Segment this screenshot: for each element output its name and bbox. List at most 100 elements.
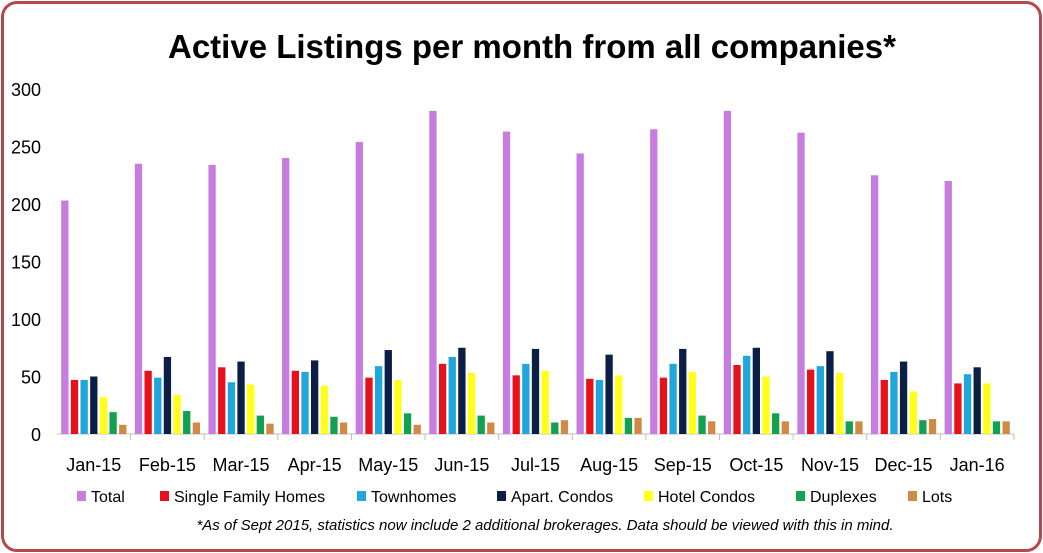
bar-duplexes [403, 413, 412, 434]
chart-footnote: *As of Sept 2015, statistics now include… [196, 517, 893, 534]
bar-single-family-homes [512, 375, 520, 434]
bar-townhomes [154, 377, 162, 434]
bar-total [429, 110, 437, 434]
bar-total [576, 153, 584, 434]
bar-lots [928, 419, 937, 434]
bar-townhomes [669, 363, 677, 434]
bar-townhomes [522, 363, 530, 434]
y-tick-label: 200 [11, 195, 41, 215]
x-tick-label: May-15 [358, 455, 418, 475]
bar-single-family-homes [880, 379, 888, 434]
bar-townhomes [374, 366, 383, 434]
bar-single-family-homes [144, 370, 152, 434]
y-tick-label: 150 [11, 253, 41, 273]
axes: 0 50 100 150 200 250 300 Jan-15 Feb-15 Mar-15 Apr-… [11, 80, 1015, 475]
bar-duplexes [698, 415, 706, 434]
bar-duplexes [992, 421, 1001, 434]
y-tick-label: 50 [21, 368, 41, 388]
bar-lots [781, 421, 789, 434]
bar-hotel-condos [467, 373, 476, 434]
bar-duplexes [771, 413, 780, 434]
bar-townhomes [448, 356, 456, 434]
legend-swatch [796, 491, 805, 501]
bar-total [870, 175, 879, 434]
bar-townhomes [301, 371, 309, 434]
bar-single-family-homes [218, 367, 226, 434]
legend-swatch [497, 491, 506, 501]
bar-total [208, 164, 216, 434]
bar-total [134, 163, 143, 434]
bar-total [282, 158, 290, 434]
bar-apart-condos [605, 354, 613, 434]
bar-duplexes [845, 421, 853, 434]
legend-label: Duplexes [810, 489, 877, 506]
x-tick-label: Oct-15 [729, 455, 783, 475]
bar-lots [560, 420, 569, 434]
bar-single-family-homes [733, 365, 741, 434]
bar-townhomes [743, 355, 751, 434]
bar-lots [708, 421, 716, 434]
legend-swatch [644, 491, 653, 501]
bar-townhomes [890, 371, 898, 434]
x-tick-label: Jun-15 [434, 455, 489, 475]
bar-apart-condos [531, 348, 540, 434]
bar-lots [413, 424, 421, 434]
legend-label: Hotel Condos [658, 489, 755, 506]
bar-lots [487, 422, 495, 434]
bar-hotel-condos [247, 384, 255, 434]
x-tick-label: Jul-15 [511, 455, 560, 475]
y-tick-label: 0 [31, 425, 41, 445]
bar-lots [192, 422, 201, 434]
legend-label: Single Family Homes [174, 489, 325, 506]
bar-townhomes [595, 379, 604, 434]
bar-total [502, 131, 511, 435]
bar-townhomes [963, 374, 972, 434]
x-tick-label: Sep-15 [654, 455, 712, 475]
bar-apart-condos [311, 360, 319, 434]
legend-swatch [77, 491, 86, 501]
bar-hotel-condos [688, 371, 697, 434]
y-tick-label: 300 [11, 80, 41, 100]
bar-total [723, 110, 732, 434]
bar-hotel-condos [99, 397, 108, 434]
bar-apart-condos [384, 350, 392, 434]
bar-chart: Active Listings per month from all compa… [11, 28, 1015, 534]
bar-single-family-homes [291, 370, 300, 434]
bar-lots [339, 422, 348, 434]
bar-single-family-homes [438, 363, 447, 434]
bars [61, 110, 1010, 435]
bar-hotel-condos [983, 383, 991, 434]
bar-hotel-condos [762, 376, 770, 434]
bar-total [797, 132, 805, 434]
y-tick-label: 100 [11, 310, 41, 330]
bar-duplexes [919, 420, 927, 434]
bar-apart-condos [752, 347, 760, 434]
bar-apart-condos [458, 347, 466, 434]
x-tick-label: Dec-15 [875, 455, 933, 475]
y-tick-label: 250 [11, 138, 41, 158]
bar-total [650, 129, 658, 434]
bar-hotel-condos [909, 391, 917, 434]
bar-total [61, 200, 69, 434]
bar-hotel-condos [835, 373, 844, 434]
legend-label: Total [91, 489, 125, 506]
bar-single-family-homes [807, 369, 815, 434]
legend-swatch [357, 491, 366, 501]
bar-duplexes [477, 415, 485, 434]
bar-duplexes [109, 412, 117, 434]
legend: Total Single Family Homes Townhomes Apart. … [77, 489, 952, 506]
bar-apart-condos [973, 367, 981, 434]
bar-duplexes [256, 415, 264, 434]
chart-title: Active Listings per month from all compa… [168, 28, 896, 65]
bar-apart-condos [163, 356, 172, 434]
bar-apart-condos [679, 348, 687, 434]
bar-hotel-condos [541, 370, 549, 434]
bar-hotel-condos [394, 379, 402, 434]
bar-lots [855, 421, 863, 434]
x-tick-label: Jan-16 [950, 455, 1005, 475]
x-tick-label: Feb-15 [139, 455, 196, 475]
bar-single-family-homes [954, 383, 962, 434]
bar-lots [634, 417, 642, 434]
bar-townhomes [227, 382, 236, 434]
